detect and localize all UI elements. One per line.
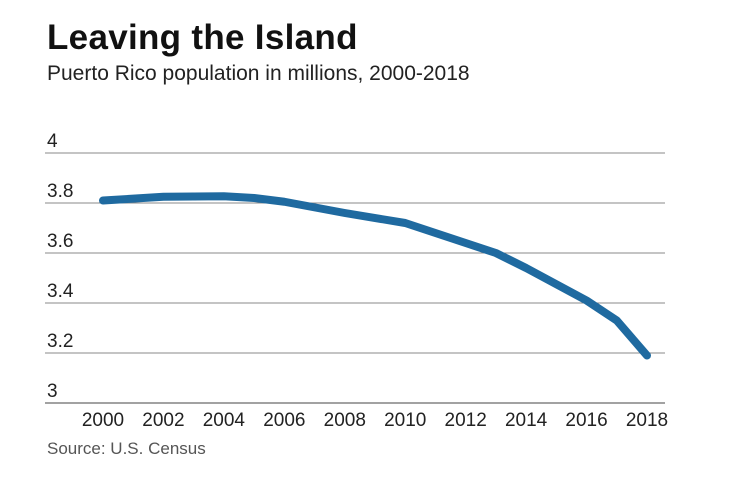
- x-tick-label: 2000: [82, 410, 124, 431]
- source-note: Source: U.S. Census: [47, 439, 206, 458]
- chart-subtitle: Puerto Rico population in millions, 2000…: [47, 62, 470, 85]
- y-tick-label: 4: [47, 131, 58, 152]
- y-tick-label: 3.6: [47, 231, 73, 252]
- x-tick-label: 2016: [565, 410, 607, 431]
- x-tick-label: 2014: [505, 410, 548, 431]
- y-tick-label: 3.4: [47, 281, 74, 302]
- x-tick-label: 2006: [263, 410, 305, 431]
- x-tick-label: 2002: [142, 410, 184, 431]
- y-tick-label: 3: [47, 381, 58, 402]
- x-tick-label: 2018: [626, 410, 668, 431]
- x-tick-label: 2010: [384, 410, 426, 431]
- x-tick-label: 2004: [203, 410, 246, 431]
- x-tick-label: 2008: [324, 410, 366, 431]
- series-line: [99, 192, 651, 360]
- chart-title: Leaving the Island: [47, 18, 358, 57]
- x-tick-label: 2012: [445, 410, 487, 431]
- y-tick-label: 3.8: [47, 181, 73, 202]
- y-tick-label: 3.2: [47, 331, 73, 352]
